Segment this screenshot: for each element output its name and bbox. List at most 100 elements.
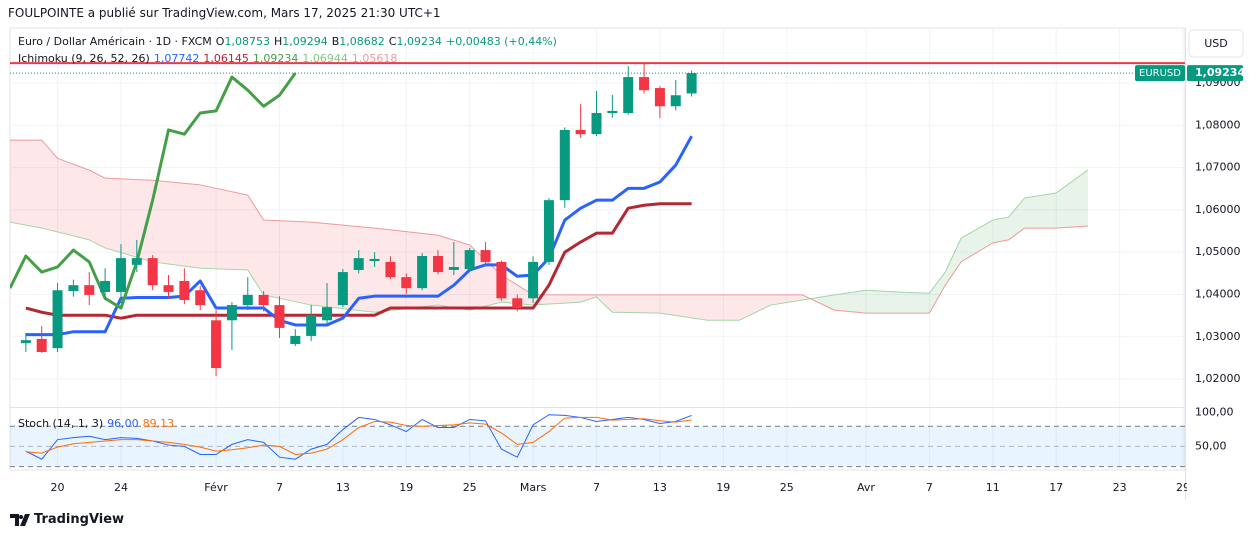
y-tick-label: 50,00 [1195, 439, 1227, 452]
candle-body [179, 280, 190, 300]
cloud [770, 294, 803, 306]
indicator-value: 1,05618 [351, 52, 398, 65]
stoch-line [25, 416, 692, 456]
candle-body [591, 113, 602, 135]
symbol-tag [1135, 65, 1185, 82]
candle-body [100, 280, 111, 292]
cloud [105, 178, 153, 262]
x-tick-label: 24 [114, 481, 128, 494]
cloud [707, 294, 740, 321]
y-tick-label: 1,05000 [1195, 245, 1241, 258]
candle-body [512, 298, 523, 309]
cloud [929, 272, 946, 314]
currency: USD [1204, 37, 1228, 50]
y-tick-label: 1,02000 [1195, 372, 1241, 385]
brand: TradingView [34, 512, 125, 527]
cloud [834, 290, 866, 314]
y-tick-label: 1,03000 [1195, 330, 1241, 343]
candle-body [163, 285, 174, 292]
x-tick-label: 23 [1113, 481, 1127, 494]
stoch-title: Stoch (14, 1, 3) [18, 417, 104, 430]
change: +0,00483 (+0,44%) [445, 35, 557, 48]
candle-body [68, 285, 79, 292]
cloud [580, 294, 597, 303]
ichimoku-line [25, 135, 693, 337]
indicator-legend: Ichimoku (9, 26, 52, 26) 1,07742 1,06145 1,… [18, 52, 401, 65]
candle-body [20, 340, 31, 344]
ohlc-key: O [215, 35, 225, 48]
candle-body [147, 258, 158, 286]
cloud [247, 195, 264, 295]
cloud [501, 275, 534, 306]
candle-body [448, 266, 459, 270]
candle-body [654, 88, 665, 107]
candle-body [52, 290, 63, 349]
x-tick-label: Mars [520, 481, 547, 494]
ohlc-value: 1,09294 [282, 35, 328, 48]
candle-body [417, 255, 428, 289]
candle-body [115, 258, 126, 292]
x-tick-label: 25 [463, 481, 477, 494]
candle-body [211, 320, 222, 369]
stoch-value: 89,13 [142, 417, 175, 430]
indicator-value: 1,09234 [252, 52, 299, 65]
candle-body [84, 285, 95, 295]
x-tick-label: 25 [780, 481, 794, 494]
x-tick-label: 20 [51, 481, 65, 494]
candle-body [131, 258, 142, 265]
cloud [374, 228, 438, 313]
cloud [1008, 198, 1025, 240]
stoch-value: 96,00 [107, 417, 139, 430]
cloud [41, 140, 58, 232]
ohlc-key: B [331, 35, 340, 48]
candle-body [36, 338, 47, 353]
candle-body [337, 272, 348, 306]
logo [10, 513, 30, 526]
candle-body [385, 261, 396, 278]
candle-body [353, 258, 364, 270]
candle-body [290, 335, 301, 344]
indicator-value: 1,06944 [302, 52, 348, 65]
y-tick-label: 1,06000 [1195, 203, 1241, 216]
ohlc-value: 1,08753 [224, 35, 270, 48]
candle-body [543, 200, 554, 262]
x-tick-label: Févr [204, 481, 228, 494]
cloud [469, 244, 502, 311]
symbol-legend: Euro / Dollar Américain · 1D · FXCM O1,08… [18, 35, 561, 48]
cloud [1056, 169, 1088, 229]
candle-body [195, 290, 206, 306]
cloud [612, 294, 660, 314]
ichimoku-line [10, 139, 1088, 314]
indicator-value: 1,06145 [203, 52, 249, 65]
y-tick-label: 1,04000 [1195, 287, 1241, 300]
currency-box[interactable] [1188, 29, 1244, 58]
price-tag-label: 1,09234 [1195, 66, 1245, 79]
indicator-title: Ichimoku (9, 26, 52, 26) [18, 52, 150, 65]
cloud [945, 238, 962, 286]
symbol-tag-label: EURUSD [1139, 68, 1181, 79]
candle-body [432, 255, 443, 273]
ichimoku-line [10, 72, 297, 310]
footer: TradingView [10, 512, 128, 527]
y-tick-label: 1,07000 [1195, 161, 1241, 174]
x-tick-label: 11 [986, 481, 1000, 494]
x-tick-label: 29 [1176, 481, 1190, 494]
candle-body [322, 307, 333, 321]
candle-body [623, 77, 634, 114]
candle-body [226, 305, 237, 321]
candle-body [274, 305, 285, 328]
y-tick-label: 1,08000 [1195, 118, 1241, 131]
indicator-value: 1,07742 [153, 52, 200, 65]
cloud [992, 217, 1009, 243]
x-tick-label: 7 [276, 481, 283, 494]
ohlc-key: C [388, 35, 397, 48]
ohlc-value: 1,08682 [339, 35, 385, 48]
candle-body [575, 129, 586, 135]
x-tick-label: 19 [716, 481, 730, 494]
candle-body [369, 258, 380, 262]
ohlc-key: H [273, 35, 283, 48]
ichimoku-line [25, 202, 692, 320]
x-tick-label: 7 [593, 481, 600, 494]
cloud [263, 220, 312, 306]
